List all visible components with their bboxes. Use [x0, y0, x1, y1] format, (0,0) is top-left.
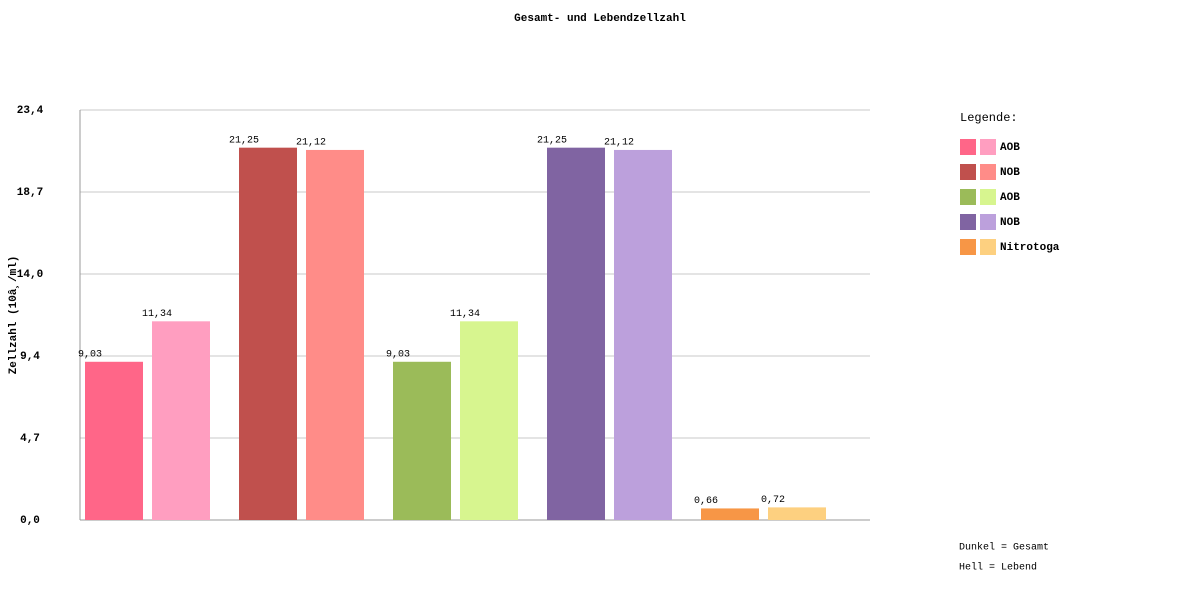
value-label: 9,03: [78, 349, 102, 360]
bar: [306, 149, 364, 520]
value-label: 9,03: [386, 349, 410, 360]
bar: [393, 361, 451, 520]
legend-swatch: [980, 139, 996, 155]
bar: [85, 361, 143, 520]
legend-swatch: [960, 189, 976, 205]
value-label: 11,34: [142, 309, 172, 320]
value-label: 21,25: [537, 135, 567, 146]
legend-label: Nitrotoga: [1000, 242, 1060, 254]
chart-title: Gesamt- und Lebendzellzahl: [514, 13, 686, 25]
legend-swatch: [980, 189, 996, 205]
legend-swatch: [980, 239, 996, 255]
y-axis-label: Zellzahl (10â¸/ml): [8, 256, 20, 375]
y-tick-label: 18,7: [17, 187, 43, 199]
legend-label: AOB: [1000, 192, 1020, 204]
value-label: 21,25: [229, 135, 259, 146]
legend-title: Legende:: [960, 111, 1018, 125]
note: Hell = Lebend: [959, 562, 1037, 574]
y-tick-label: 9,4: [20, 351, 40, 363]
legend-swatch: [960, 139, 976, 155]
legend-label: NOB: [1000, 217, 1020, 229]
legend-label: AOB: [1000, 142, 1020, 154]
bar: [547, 147, 605, 520]
bar: [239, 147, 297, 520]
value-label: 11,34: [450, 309, 480, 320]
y-tick-label: 0,0: [20, 515, 40, 527]
value-label: 21,12: [296, 138, 326, 149]
legend-swatch: [980, 164, 996, 180]
y-tick-label: 23,4: [17, 105, 44, 117]
legend-label: NOB: [1000, 167, 1020, 179]
note: Dunkel = Gesamt: [959, 542, 1049, 554]
bar: [701, 508, 759, 520]
value-label: 0,66: [694, 496, 718, 507]
legend-swatch: [960, 239, 976, 255]
y-tick-label: 14,0: [17, 269, 43, 281]
bar: [460, 321, 518, 520]
legend-swatch: [980, 214, 996, 230]
value-label: 0,72: [761, 495, 785, 506]
y-tick-label: 4,7: [20, 433, 40, 445]
bar: [614, 149, 672, 520]
bar: [152, 321, 210, 520]
bar: [768, 507, 826, 520]
legend-swatch: [960, 214, 976, 230]
value-label: 21,12: [604, 138, 634, 149]
legend-swatch: [960, 164, 976, 180]
